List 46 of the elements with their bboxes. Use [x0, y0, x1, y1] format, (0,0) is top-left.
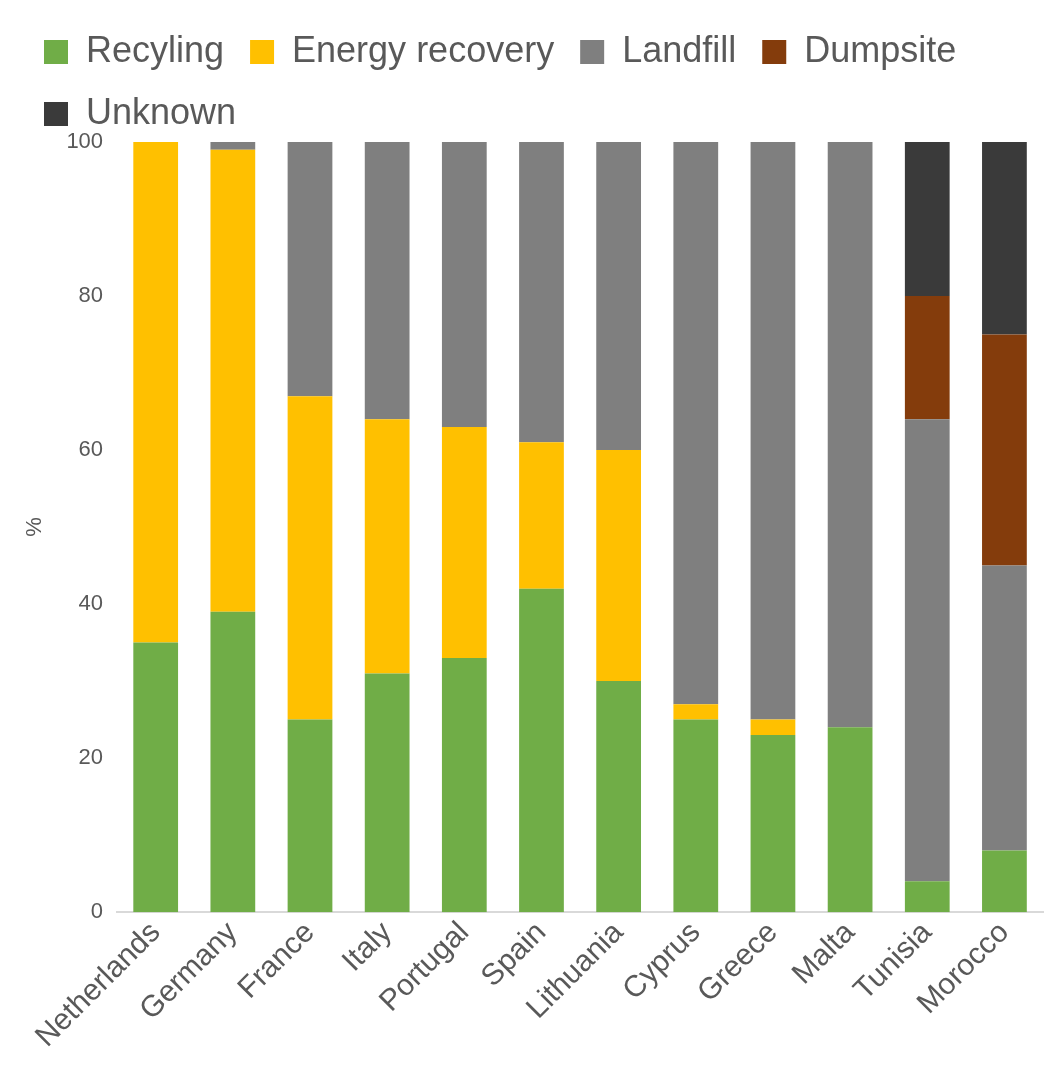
bar	[519, 442, 564, 589]
bar	[287, 719, 333, 913]
bar	[673, 704, 719, 720]
bar	[750, 719, 796, 736]
bar	[210, 149, 256, 612]
y-tick-label: 60	[78, 436, 104, 462]
bar	[827, 727, 873, 913]
bar	[441, 658, 487, 913]
y-tick-label: 20	[78, 744, 104, 770]
bar	[750, 735, 796, 913]
bar	[364, 142, 410, 420]
bar	[133, 142, 179, 643]
bar	[133, 642, 179, 913]
y-tick-label: 40	[78, 590, 104, 616]
bar	[287, 142, 333, 397]
bar	[750, 142, 796, 720]
bar	[673, 142, 719, 705]
bar	[673, 719, 719, 913]
bar	[519, 588, 564, 913]
y-tick-label: 0	[90, 898, 104, 924]
bar	[904, 881, 950, 913]
bar	[596, 142, 642, 451]
bar	[519, 142, 564, 443]
bar	[364, 673, 410, 913]
bar	[210, 611, 256, 913]
bar	[287, 396, 333, 720]
bar	[982, 565, 1027, 851]
bar	[982, 850, 1027, 913]
bar	[441, 426, 487, 659]
legend-label: Recyling	[86, 28, 225, 70]
y-axis-title: %	[21, 517, 47, 537]
y-tick-label: 80	[78, 282, 104, 308]
bar	[827, 142, 873, 728]
bar	[904, 142, 950, 297]
bar	[596, 450, 642, 682]
bar	[904, 419, 950, 882]
legend-label: Energy recovery	[292, 28, 555, 70]
bar	[596, 681, 642, 913]
bar	[982, 142, 1027, 335]
bar	[441, 142, 487, 427]
bar	[982, 334, 1027, 566]
legend-label: Dumpsite	[804, 28, 957, 70]
bar	[210, 142, 256, 150]
bar	[364, 419, 410, 674]
bar	[904, 296, 950, 420]
legend-label: Landfill	[622, 28, 737, 70]
